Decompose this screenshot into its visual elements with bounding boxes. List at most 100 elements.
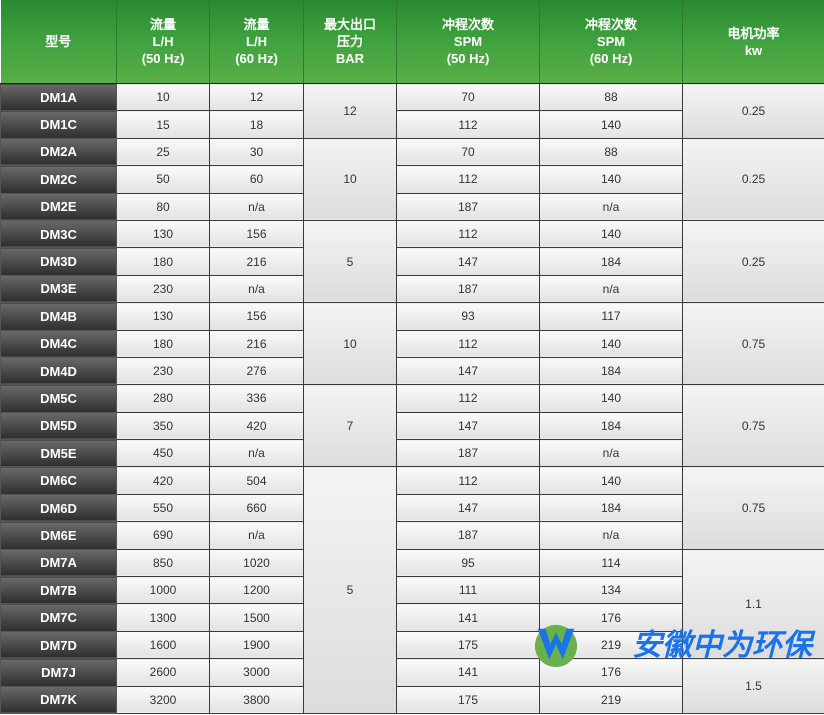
model-cell: DM3C <box>0 219 117 249</box>
flow-60hz-cell: 3000 <box>209 658 304 687</box>
model-cell: DM2A <box>0 137 117 167</box>
flow-50hz-cell: 230 <box>116 356 210 386</box>
flow-50hz-cell: 3200 <box>116 685 210 714</box>
model-cell: DM2C <box>0 165 117 194</box>
spm-60hz-cell: 219 <box>539 685 683 714</box>
motor-power-cell: 0.75 <box>682 384 824 468</box>
flow-50hz-cell: 130 <box>116 302 210 331</box>
model-cell: DM4C <box>0 329 117 358</box>
spm-50hz-cell: 112 <box>396 219 540 249</box>
motor-power-cell: 1.5 <box>682 658 824 714</box>
spm-50hz-cell: 141 <box>396 658 540 687</box>
flow-60hz-cell: 660 <box>209 493 304 523</box>
column-header: 流量 L/H (50 Hz) <box>116 0 210 84</box>
header-line: L/H <box>152 34 174 49</box>
table-row: DM5C 280 336 7 112 140 0.75 <box>0 384 824 468</box>
table-row: DM4B 130 156 10 93 117 0.75 <box>0 302 824 386</box>
header-line: 冲程次数 <box>441 17 494 32</box>
spm-60hz-cell: n/a <box>539 439 683 468</box>
spm-50hz-cell: 111 <box>396 576 540 605</box>
spm-50hz-cell: 112 <box>396 466 540 495</box>
header-line: kw <box>744 42 763 58</box>
model-cell: DM6D <box>0 493 117 523</box>
motor-power-cell: 0.75 <box>682 302 824 386</box>
header-line: (50 Hz) <box>141 51 185 66</box>
table-row: DM2A 25 30 10 70 88 0.25 <box>0 137 824 221</box>
spm-50hz-cell: 112 <box>396 110 540 139</box>
max-pressure-cell: 7 <box>303 384 397 468</box>
spm-50hz-cell: 70 <box>396 82 540 112</box>
flow-60hz-cell: 30 <box>209 137 304 167</box>
spm-60hz-cell: 184 <box>539 493 683 523</box>
flow-50hz-cell: 10 <box>116 82 210 112</box>
header-line: (50 Hz) <box>446 51 490 66</box>
model-cell: DM2E <box>0 192 117 221</box>
flow-50hz-cell: 850 <box>116 548 210 578</box>
max-pressure-cell: 12 <box>303 83 397 139</box>
table-row: DM7J 2600 3000 141 176 1.5 <box>0 658 824 714</box>
flow-50hz-cell: 50 <box>116 165 210 194</box>
table-row: DM6C 420 504 5 112 140 0.75 <box>0 466 824 714</box>
column-header: 冲程次数 SPM (50 Hz) <box>396 0 540 84</box>
table-row: DM3E 230 n/a 187 n/a <box>0 274 824 304</box>
spm-50hz-cell: 187 <box>396 274 540 304</box>
spm-60hz-cell: 176 <box>539 603 683 632</box>
flow-60hz-cell: 504 <box>209 466 304 495</box>
table-row: DM3D 180 216 147 184 <box>0 247 824 276</box>
column-header: 电机功率 kw <box>682 0 824 84</box>
spm-60hz-cell: 114 <box>539 548 683 578</box>
flow-60hz-cell: n/a <box>209 192 304 221</box>
spm-60hz-cell: 184 <box>539 247 683 276</box>
table-row: DM4D 230 276 147 184 <box>0 356 824 386</box>
flow-60hz-cell: 60 <box>209 165 304 194</box>
table-row: DM2E 80 n/a 187 n/a <box>0 192 824 221</box>
spm-60hz-cell: 140 <box>539 219 683 249</box>
motor-power-cell: 0.25 <box>682 137 824 221</box>
flow-50hz-cell: 230 <box>116 274 210 304</box>
flow-60hz-cell: 1020 <box>209 548 304 578</box>
spm-50hz-cell: 147 <box>396 493 540 523</box>
motor-power-cell: 0.75 <box>682 466 824 550</box>
spm-50hz-cell: 175 <box>396 630 540 660</box>
spm-60hz-cell: 140 <box>539 466 683 495</box>
motor-power-cell: 0.25 <box>682 219 824 304</box>
flow-60hz-cell: 156 <box>209 302 304 331</box>
model-cell: DM3E <box>0 274 117 304</box>
column-header: 型号 <box>0 0 117 84</box>
column-header: 最大出口 压力 BAR <box>303 0 397 84</box>
spm-60hz-cell: 184 <box>539 411 683 441</box>
column-header: 冲程次数 SPM (60 Hz) <box>539 0 683 84</box>
header-line: SPM <box>596 34 626 49</box>
spm-50hz-cell: 187 <box>396 439 540 468</box>
table-row: DM1C 15 18 112 140 <box>0 110 824 139</box>
table-row: DM6E 690 n/a 187 n/a <box>0 521 824 550</box>
spm-50hz-cell: 147 <box>396 411 540 441</box>
flow-60hz-cell: 156 <box>209 219 304 249</box>
model-cell: DM5D <box>0 411 117 441</box>
table-row: DM3C 130 156 5 112 140 0.25 <box>0 219 824 304</box>
column-header: 流量 L/H (60 Hz) <box>209 0 304 84</box>
flow-50hz-cell: 180 <box>116 329 210 358</box>
spm-60hz-cell: 88 <box>539 82 683 112</box>
spm-60hz-cell: n/a <box>539 274 683 304</box>
model-cell: DM4B <box>0 302 117 331</box>
flow-50hz-cell: 280 <box>116 384 210 413</box>
flow-50hz-cell: 690 <box>116 521 210 550</box>
flow-60hz-cell: 1200 <box>209 576 304 605</box>
flow-60hz-cell: 12 <box>209 82 304 112</box>
table-row: DM4C 180 216 112 140 <box>0 329 824 358</box>
table-row: DM6D 550 660 147 184 <box>0 493 824 523</box>
max-pressure-cell: 10 <box>303 302 397 386</box>
flow-50hz-cell: 550 <box>116 493 210 523</box>
header-line: 冲程次数 <box>584 17 637 32</box>
spm-60hz-cell: n/a <box>539 521 683 550</box>
spm-60hz-cell: 134 <box>539 576 683 605</box>
spm-50hz-cell: 141 <box>396 603 540 632</box>
model-cell: DM6C <box>0 466 117 495</box>
table-row: DM7A 850 1020 95 114 1.1 <box>0 548 824 660</box>
motor-power-cell: 1.1 <box>682 548 824 660</box>
flow-50hz-cell: 80 <box>116 192 210 221</box>
header-line: (60 Hz) <box>589 51 633 66</box>
flow-50hz-cell: 180 <box>116 247 210 276</box>
